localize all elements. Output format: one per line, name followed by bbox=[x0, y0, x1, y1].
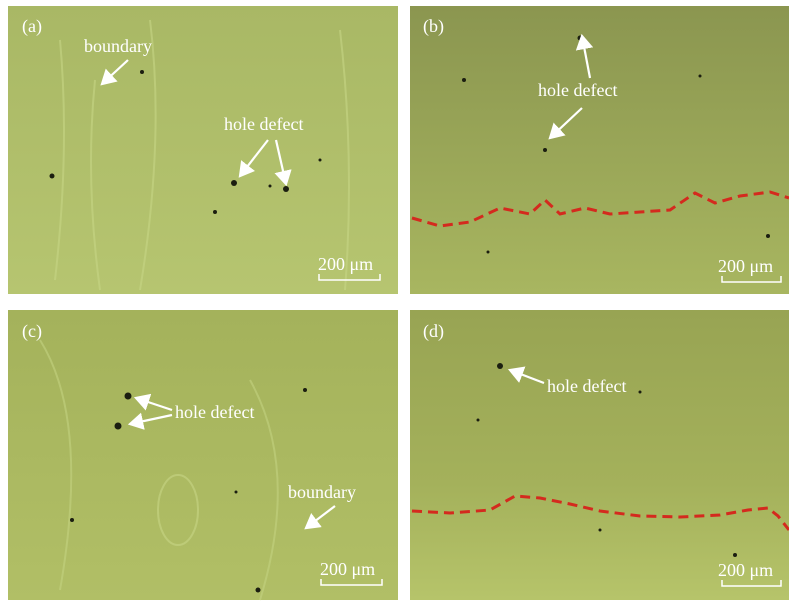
scale-label: 200 μm bbox=[318, 254, 373, 274]
micrograph bbox=[410, 6, 789, 294]
annotation: boundary bbox=[288, 482, 356, 502]
defect-speck bbox=[599, 529, 602, 532]
defect-speck bbox=[256, 588, 261, 593]
defect-speck bbox=[319, 159, 322, 162]
defect-speck bbox=[699, 75, 702, 78]
panel-a: (a) boundary hole defect 200 μm bbox=[8, 6, 398, 294]
defect-speck bbox=[231, 180, 237, 186]
figure: (a) boundary hole defect 200 μm (b) hole… bbox=[0, 0, 789, 602]
panel-label: (b) bbox=[423, 16, 444, 37]
defect-speck bbox=[70, 518, 74, 522]
defect-speck bbox=[283, 186, 289, 192]
micrograph bbox=[410, 310, 789, 600]
defect-speck bbox=[639, 391, 642, 394]
panel-d: (d) hole defect 200 μm bbox=[410, 310, 789, 600]
defect-speck bbox=[487, 251, 490, 254]
annotation: boundary bbox=[84, 36, 152, 56]
defect-speck bbox=[733, 553, 737, 557]
micrograph bbox=[8, 6, 398, 294]
defect-speck bbox=[140, 70, 144, 74]
defect-speck bbox=[303, 388, 307, 392]
defect-speck bbox=[497, 363, 503, 369]
annotation: hole defect bbox=[547, 376, 626, 396]
defect-speck bbox=[477, 419, 480, 422]
scale-label: 200 μm bbox=[718, 560, 773, 580]
defect-speck bbox=[462, 78, 466, 82]
defect-speck bbox=[543, 148, 547, 152]
defect-speck bbox=[766, 234, 770, 238]
scale-label: 200 μm bbox=[320, 559, 375, 579]
annotation: hole defect bbox=[224, 114, 303, 134]
defect-speck bbox=[269, 185, 272, 188]
annotation: hole defect bbox=[175, 402, 254, 422]
panel-c: (c) hole defect boundary 200 μm bbox=[8, 310, 398, 600]
scale-label: 200 μm bbox=[718, 256, 773, 276]
panel-label: (d) bbox=[423, 321, 444, 342]
defect-speck bbox=[115, 423, 122, 430]
defect-speck bbox=[235, 491, 238, 494]
panel-b: (b) hole defect 200 μm bbox=[410, 6, 789, 294]
defect-speck bbox=[213, 210, 217, 214]
panel-label: (c) bbox=[22, 321, 42, 342]
defect-speck bbox=[125, 393, 132, 400]
annotation: hole defect bbox=[538, 80, 617, 100]
panel-label: (a) bbox=[22, 16, 42, 37]
micrograph bbox=[8, 310, 398, 600]
defect-speck bbox=[50, 174, 55, 179]
